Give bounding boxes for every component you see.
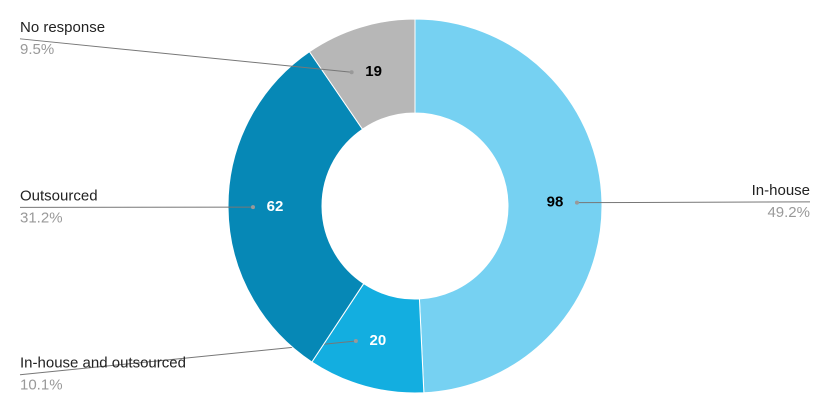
leader-dot: [349, 70, 354, 75]
leader-dot: [574, 200, 579, 205]
leader-line: [19, 38, 352, 73]
data-label: 19: [365, 63, 382, 80]
legend-label: Outsourced: [20, 187, 98, 204]
percent-label: 9.5%: [20, 41, 54, 58]
data-label: 62: [267, 198, 284, 215]
legend-label: In-house: [752, 182, 810, 199]
donut-slice: [227, 50, 365, 363]
data-label: 98: [547, 194, 564, 211]
percent-label: 49.2%: [767, 204, 810, 221]
percent-label: 10.1%: [20, 377, 63, 394]
leader-dot: [353, 338, 358, 343]
legend-label: In-house and outsourced: [20, 355, 186, 372]
data-label: 20: [370, 332, 387, 349]
legend-label: No response: [20, 19, 105, 36]
leader-dot: [251, 205, 256, 210]
donut-slice: [414, 18, 603, 394]
leader-line: [576, 201, 811, 204]
donut-slice: [308, 18, 416, 130]
percent-label: 31.2%: [20, 209, 63, 226]
